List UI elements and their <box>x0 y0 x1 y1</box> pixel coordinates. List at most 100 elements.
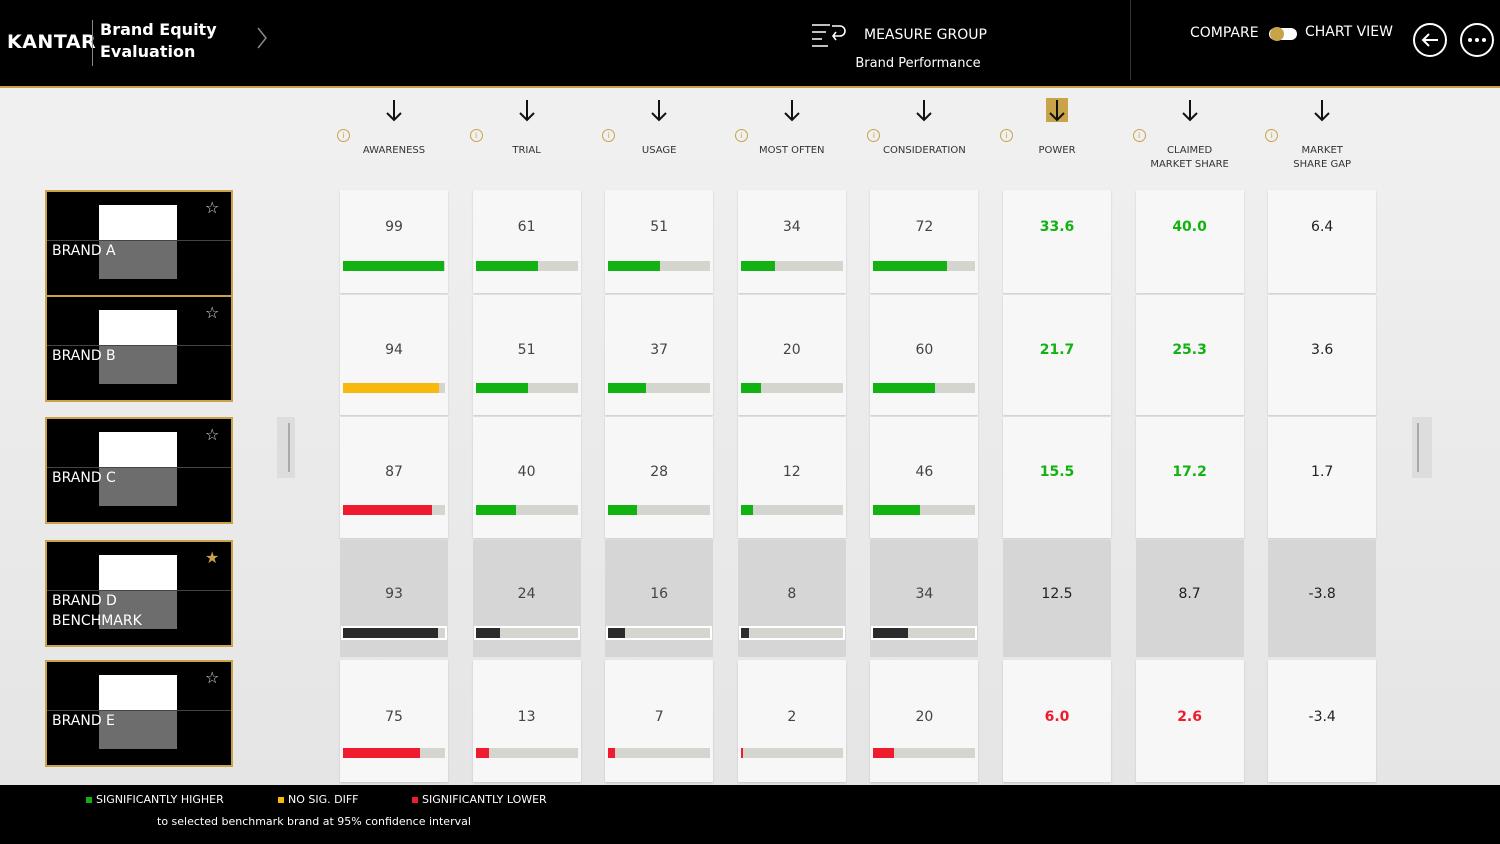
info-icon[interactable]: i <box>602 129 616 142</box>
star[interactable]: ☆ <box>205 198 220 217</box>
cell: 34 <box>737 190 846 293</box>
bar-track <box>475 748 578 758</box>
sort-arrow[interactable] <box>912 96 936 126</box>
cell-value: -3.8 <box>1308 586 1336 602</box>
cell-value: 15.5 <box>1039 464 1075 480</box>
star[interactable]: ★ <box>205 548 220 567</box>
column-header: MOST OFTEN <box>759 145 825 156</box>
card-rule <box>47 240 231 241</box>
bar <box>873 505 921 515</box>
cell: 13 <box>472 660 581 782</box>
cell: 75 <box>340 660 448 782</box>
brand-logo <box>99 432 177 468</box>
bar-track <box>873 748 976 758</box>
cell: 16 <box>605 540 714 657</box>
sort-arrow[interactable] <box>515 96 539 126</box>
cell: 87 <box>340 417 448 538</box>
bar <box>343 383 439 393</box>
cell-value: 3.6 <box>1311 342 1334 358</box>
divider <box>92 20 93 66</box>
cell-value: 12.5 <box>1041 586 1073 602</box>
cell-value: 21.7 <box>1039 342 1075 358</box>
info-icon[interactable]: i <box>1132 129 1146 142</box>
info-icon[interactable]: i <box>1000 129 1013 142</box>
bar-track <box>606 626 713 640</box>
cell: 28 <box>605 417 714 538</box>
bar-track <box>608 748 711 758</box>
brand-name: BRAND E <box>52 713 115 729</box>
cell: 40.0 <box>1135 190 1244 293</box>
info-icon[interactable]: i <box>469 129 483 142</box>
sort-arrow[interactable] <box>1178 96 1202 126</box>
divider <box>1130 0 1131 80</box>
brand-card[interactable]: ☆ BRAND C <box>45 417 233 524</box>
cell-value: 72 <box>915 219 934 235</box>
bar <box>740 383 762 393</box>
legend-note: to selected benchmark brand at 95% confi… <box>157 815 471 828</box>
info-icon[interactable]: i <box>1265 129 1279 142</box>
cell: 37 <box>605 295 714 415</box>
cell-value: 61 <box>517 219 536 235</box>
bar <box>873 261 947 271</box>
scroll-left[interactable] <box>277 417 295 478</box>
cell-value: 40.0 <box>1172 219 1207 235</box>
bar-track <box>738 626 845 640</box>
bar-track <box>475 383 578 393</box>
bar <box>475 505 517 515</box>
cell-value: 24 <box>517 586 536 602</box>
measure-group-label[interactable]: MEASURE GROUP <box>864 27 987 43</box>
toggle[interactable] <box>1268 25 1300 43</box>
cell-value: 1.7 <box>1311 464 1334 480</box>
brand-name: BRAND B <box>52 348 116 364</box>
sort-arrow[interactable] <box>382 96 406 126</box>
info-icon[interactable]: i <box>867 129 881 142</box>
brand-card[interactable]: ☆ BRAND B <box>45 295 233 402</box>
sort-arrow[interactable] <box>647 96 671 126</box>
cell: 2.6 <box>1135 660 1244 782</box>
logo[interactable]: KANTAR <box>7 31 97 53</box>
legend-swatch <box>86 797 92 803</box>
sort-arrow[interactable] <box>1310 96 1334 126</box>
brand-name: BENCHMARK <box>52 613 142 629</box>
cell: 21.7 <box>1003 295 1111 415</box>
cell-value: 20 <box>915 709 934 725</box>
info-icon[interactable]: i <box>734 129 748 142</box>
cell: 24 <box>472 540 581 657</box>
nav-buttons[interactable] <box>1412 21 1496 59</box>
cell-value: 20 <box>782 342 801 358</box>
star[interactable]: ☆ <box>205 303 220 322</box>
bar-track <box>873 261 976 271</box>
brand-card[interactable]: ☆ BRAND A <box>45 190 233 297</box>
cell: 94 <box>340 295 448 415</box>
bar <box>740 748 743 758</box>
cell: 6.0 <box>1003 660 1111 782</box>
brand-card[interactable]: ☆ BRAND E <box>45 660 233 767</box>
bar-track <box>873 383 976 393</box>
measure-group[interactable]: Brand Performance <box>855 56 981 71</box>
legend: SIGNIFICANTLY HIGHER NO SIG. DIFF SIGNIFIC… <box>86 793 786 810</box>
brand-logo <box>99 591 177 629</box>
cell: 46 <box>870 417 979 538</box>
cell: 12 <box>737 417 846 538</box>
cell-value: 16 <box>650 586 669 602</box>
sort-arrow[interactable] <box>780 96 804 126</box>
cell: 40 <box>472 417 581 538</box>
column-header: TRIAL <box>512 145 541 156</box>
bar <box>475 748 489 758</box>
info-icon[interactable]: i <box>337 129 350 142</box>
scroll-right[interactable] <box>1412 417 1432 478</box>
brand-card[interactable]: ★ BRAND D BENCHMARK <box>45 540 233 647</box>
bar <box>608 383 646 393</box>
sort-arrow[interactable] <box>1045 96 1069 126</box>
breadcrumb-chevron[interactable] <box>255 26 269 50</box>
menu-icon[interactable] <box>810 22 846 48</box>
cell: 7 <box>605 660 714 782</box>
cell: 72 <box>870 190 979 293</box>
column-header: POWER <box>1038 145 1076 156</box>
footer: SIGNIFICANTLY HIGHER NO SIG. DIFF SIGNIFIC… <box>0 785 1500 844</box>
cell-value: 46 <box>915 464 934 480</box>
cell-value: 6.4 <box>1311 219 1334 235</box>
star[interactable]: ☆ <box>205 425 220 444</box>
star[interactable]: ☆ <box>205 668 220 687</box>
